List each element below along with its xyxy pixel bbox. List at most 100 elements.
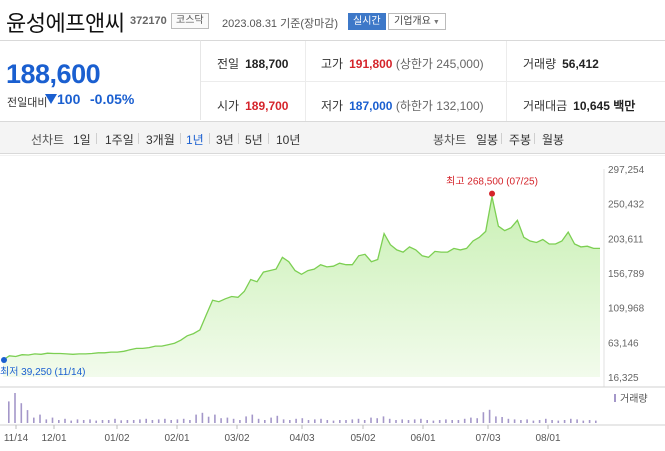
tab-separator [238, 133, 239, 144]
change-value: 100 [57, 91, 81, 107]
volume-bar [289, 420, 291, 423]
chart-period-tabbar: 선차트 1일 1주일 3개월 1년 3년 5년 10년 봉차트 일봉 주봉 월봉 [0, 121, 665, 154]
volume-bar [563, 420, 566, 423]
company-overview-button[interactable]: 기업개요 ▼ [388, 13, 446, 30]
volume-bar [438, 420, 441, 423]
tab-3m[interactable]: 3개월 [146, 133, 175, 147]
volume-bar [345, 420, 347, 423]
amount-value: 10,645 백만 [573, 99, 636, 113]
volume-bar [89, 419, 91, 423]
stock-header: 윤성에프앤씨 372170 코스닥 2023.08.31 기준(장마감) 실시간… [0, 0, 665, 38]
volume-bar [101, 420, 104, 423]
volume-bar [251, 414, 254, 423]
tab-5y[interactable]: 5년 [245, 133, 263, 147]
volume-bar [432, 420, 435, 423]
volume-bar [470, 417, 472, 423]
tab-1w[interactable]: 1주일 [105, 133, 134, 147]
volume-bar [220, 418, 222, 423]
volume-legend-label: 거래량 [620, 393, 648, 405]
volume-bar [526, 419, 528, 423]
volume-bar [357, 418, 360, 423]
tab-weekly[interactable]: 주봉 [509, 133, 532, 147]
volume-bar [488, 409, 491, 423]
volume-bar [232, 418, 235, 423]
volume-bar [170, 420, 172, 423]
lower-limit: (하한가 132,100) [395, 99, 484, 113]
volume-bar [463, 418, 466, 423]
price-info-table: 전일 188,700 고가 191,800 (상한가 245,000) 거래량 56,… [200, 40, 665, 121]
volume-bar [388, 418, 391, 423]
tab-1d[interactable]: 1일 [73, 133, 91, 147]
volume-bar [426, 420, 428, 423]
volume-bar [482, 412, 485, 423]
y-tick-label: 63,146 [608, 338, 639, 349]
open-label: 시가 [217, 99, 240, 113]
volume-bar [114, 418, 116, 423]
tab-monthly[interactable]: 월봉 [542, 133, 565, 147]
volume-bar [126, 420, 129, 423]
volume-bar [314, 419, 316, 423]
tab-separator [209, 133, 210, 144]
volume-bar [538, 420, 541, 423]
prev-close-value: 188,700 [245, 57, 289, 71]
x-tick-label: 04/03 [289, 433, 314, 444]
down-arrow-icon [45, 94, 57, 104]
tab-1y[interactable]: 1년 [186, 133, 204, 147]
tab-10y[interactable]: 10년 [276, 133, 301, 147]
volume-bar [82, 420, 85, 423]
volume-bar [401, 419, 403, 423]
max-price-label: 최고 268,500 (07/25) [446, 176, 538, 188]
stock-code: 372170 [130, 15, 167, 27]
y-tick-label: 16,325 [608, 373, 639, 384]
y-tick-label: 203,611 [608, 234, 644, 245]
realtime-button[interactable]: 실시간 [348, 13, 386, 30]
volume-bar [513, 419, 516, 423]
x-tick-label: 03/02 [224, 433, 249, 444]
volume-bar [26, 410, 29, 423]
candle-chart-label: 봉차트 [433, 133, 467, 147]
tab-3y[interactable]: 3년 [216, 133, 234, 147]
amount-cell: 거래대금 10,645 백만 [523, 97, 635, 114]
tab-daily[interactable]: 일봉 [476, 133, 499, 147]
x-tick-label: 11/14 [4, 433, 29, 444]
volume-bar [276, 415, 279, 423]
y-tick-label: 250,432 [608, 200, 645, 211]
volume-bar [451, 420, 453, 423]
volume-bar [20, 403, 23, 423]
high-value: 191,800 [349, 57, 393, 71]
volume-bar [413, 419, 416, 423]
volume-bar [582, 420, 585, 423]
low-value: 187,000 [349, 99, 393, 113]
tab-separator [180, 133, 181, 144]
volume-bar [270, 417, 272, 423]
price-line [2, 196, 600, 361]
volume-bar [557, 420, 560, 423]
volume-bar [376, 418, 378, 423]
volume-bar [301, 418, 304, 423]
volume-bar [445, 419, 447, 423]
x-tick-label: 06/01 [410, 433, 435, 444]
volume-bar [39, 414, 41, 423]
volume-bar [145, 418, 147, 423]
line-chart-label: 선차트 [31, 133, 65, 147]
volume-bar [264, 420, 266, 423]
tab-separator [534, 133, 535, 144]
change-rate: -0.05% [90, 91, 135, 107]
price-chart: 297,254 250,432 203,611 156,789 109,968 63,14… [0, 154, 665, 451]
volume-bar [282, 419, 285, 423]
volume-bar [370, 417, 372, 423]
volume-bar [457, 420, 460, 423]
volume-cell: 거래량 56,412 [523, 55, 599, 72]
prev-close-cell: 전일 188,700 [217, 55, 288, 72]
y-tick-label: 156,789 [608, 269, 645, 280]
volume-bar [195, 414, 197, 423]
amount-label: 거래대금 [523, 99, 568, 113]
max-point-marker [489, 190, 496, 197]
volume-bar [501, 417, 503, 423]
volume-bar [64, 418, 66, 423]
change-label: 전일대비 [7, 97, 48, 109]
volume-bar [407, 420, 410, 423]
volume-bar [157, 419, 160, 423]
volume-bar [520, 420, 522, 423]
volume-bar [395, 420, 397, 423]
